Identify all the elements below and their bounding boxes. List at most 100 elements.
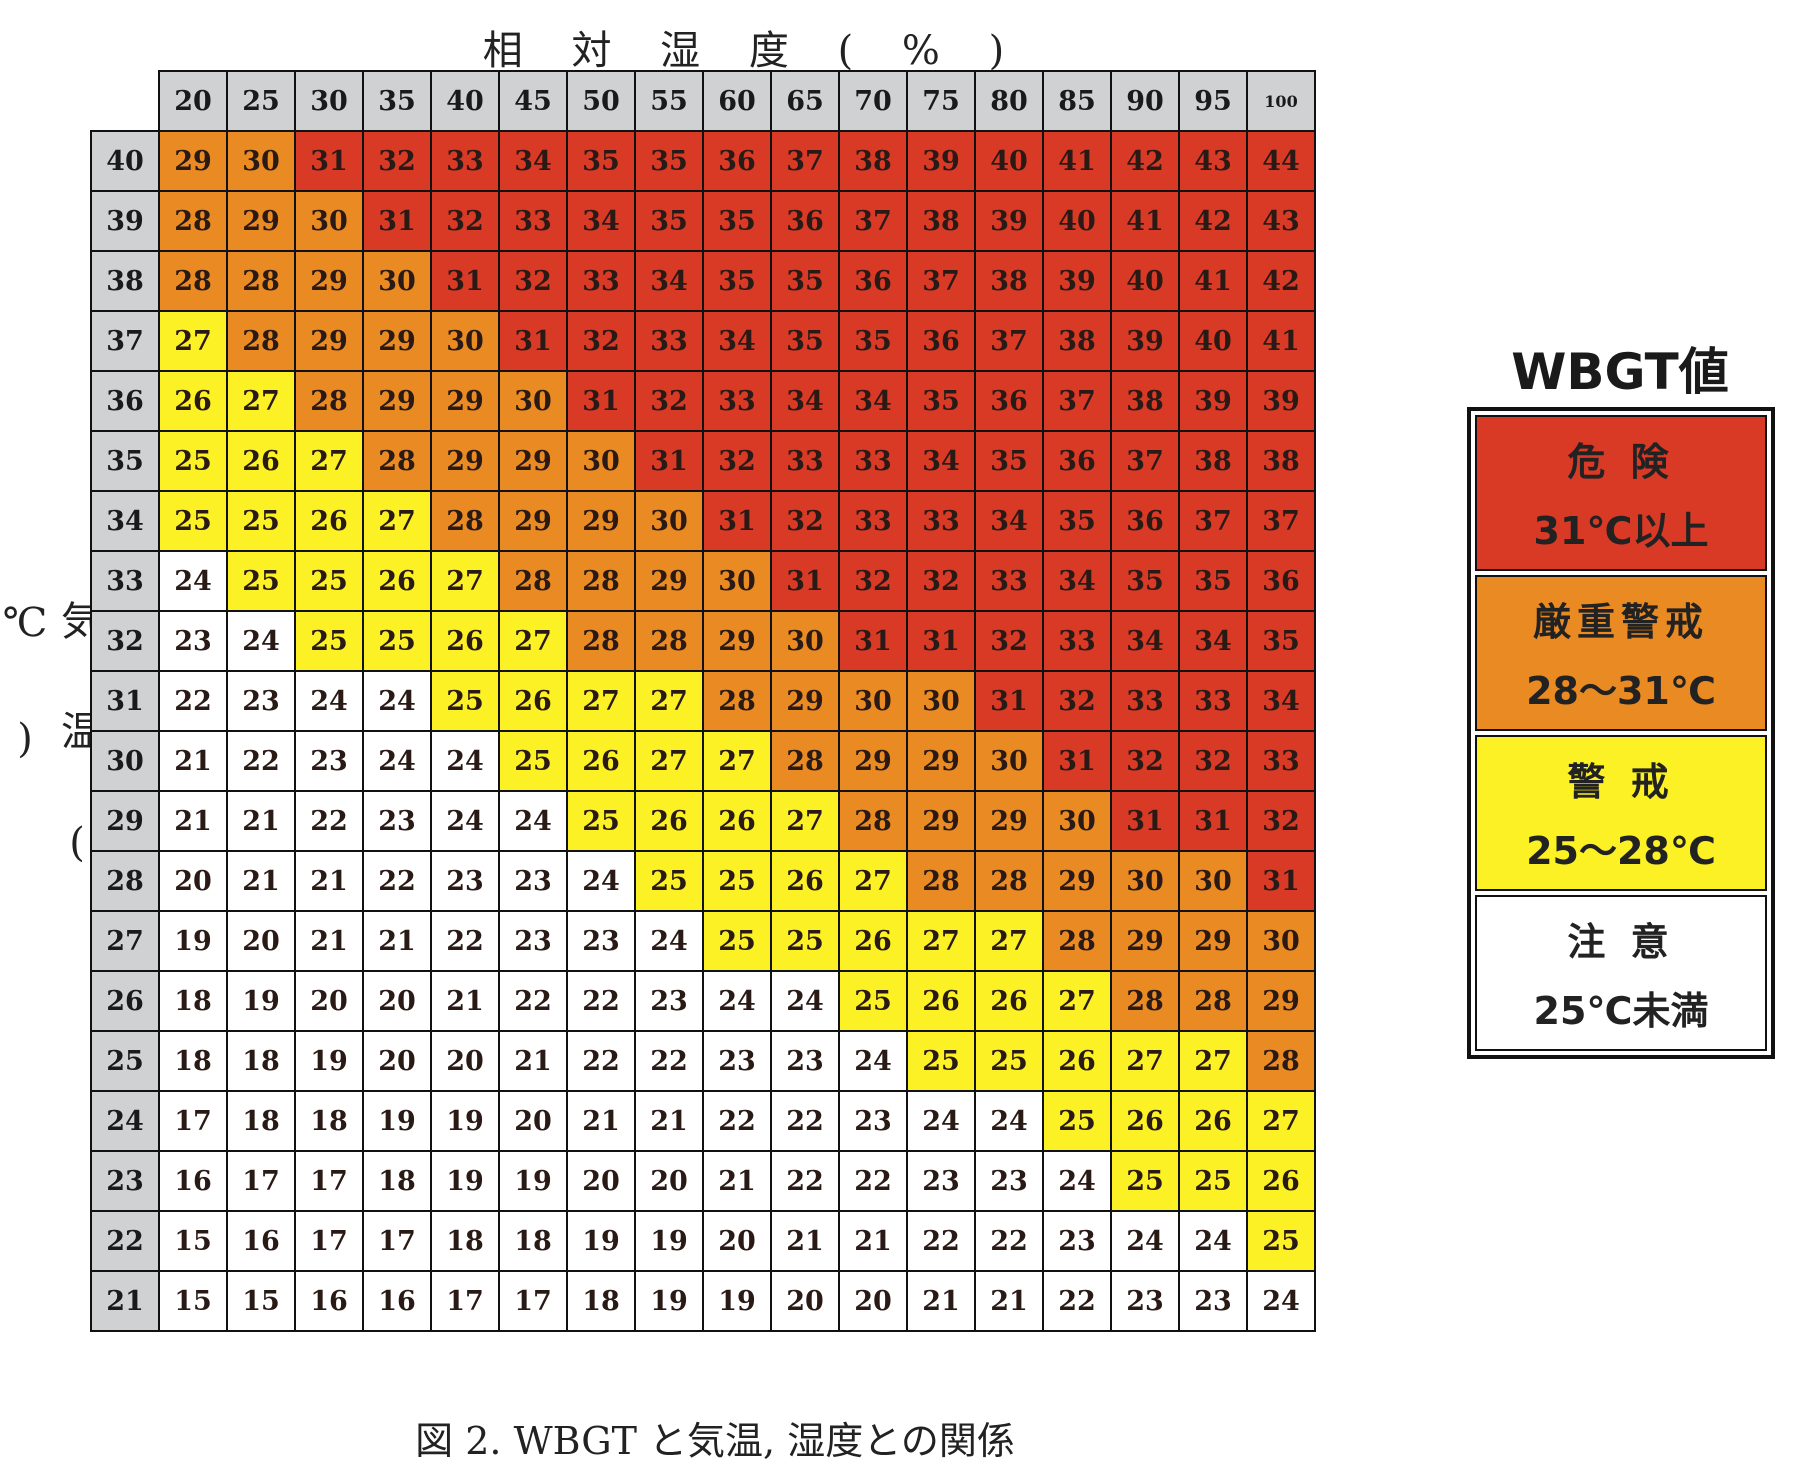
heatmap-cell: 29	[702, 610, 772, 672]
heatmap-cell: 23	[1110, 1270, 1180, 1332]
heatmap-cell: 21	[294, 910, 364, 972]
heatmap-cell: 28	[702, 670, 772, 732]
heatmap-cell: 38	[1246, 430, 1316, 492]
heatmap-cell: 25	[974, 1030, 1044, 1092]
heatmap-cell: 33	[770, 430, 840, 492]
heatmap-cell: 36	[1246, 550, 1316, 612]
heatmap-cell: 32	[634, 370, 704, 432]
heatmap-cell: 36	[1042, 430, 1112, 492]
heatmap-cell: 29	[1178, 910, 1248, 972]
heatmap-cell: 39	[1178, 370, 1248, 432]
heatmap-cell: 27	[566, 670, 636, 732]
heatmap-cell: 22	[498, 970, 568, 1032]
heatmap-cell: 27	[226, 370, 296, 432]
heatmap-cell: 21	[430, 970, 500, 1032]
heatmap-cell: 39	[1042, 250, 1112, 312]
heatmap-cell: 27	[702, 730, 772, 792]
heatmap-cell: 39	[1246, 370, 1316, 432]
heatmap-cell: 41	[1178, 250, 1248, 312]
heatmap-cell: 21	[974, 1270, 1044, 1332]
heatmap-cell: 28	[1110, 970, 1180, 1032]
legend-item-range: 25～28℃	[1526, 829, 1716, 873]
heatmap-cell: 21	[566, 1090, 636, 1152]
heatmap-cell: 24	[362, 670, 432, 732]
x-tick-label: 30	[294, 70, 364, 132]
heatmap-cell: 21	[362, 910, 432, 972]
heatmap-cell: 34	[838, 370, 908, 432]
heatmap-cell: 33	[1246, 730, 1316, 792]
heatmap-cell: 34	[702, 310, 772, 372]
heatmap-cell: 37	[1110, 430, 1180, 492]
y-tick-label: 38	[90, 250, 160, 312]
heatmap-cell: 25	[1042, 1090, 1112, 1152]
heatmap-cell: 23	[430, 850, 500, 912]
heatmap-cell: 38	[1110, 370, 1180, 432]
heatmap-cell: 34	[566, 190, 636, 252]
heatmap-cell: 37	[770, 130, 840, 192]
heatmap-cell: 26	[362, 550, 432, 612]
heatmap-cell: 22	[362, 850, 432, 912]
heatmap-cell: 31	[906, 610, 976, 672]
heatmap-cell: 27	[430, 550, 500, 612]
x-tick-label: 50	[566, 70, 636, 132]
heatmap-cell: 29	[1110, 910, 1180, 972]
heatmap-cell: 25	[1178, 1150, 1248, 1212]
heatmap-cell: 17	[158, 1090, 228, 1152]
heatmap-cell: 22	[430, 910, 500, 972]
legend-item-name: 注 意	[1567, 920, 1675, 964]
heatmap-cell: 35	[906, 370, 976, 432]
heatmap-cell: 34	[1042, 550, 1112, 612]
heatmap-cell: 37	[974, 310, 1044, 372]
table-row: 38 28 28 29 30 31 32 33 34 35 35 36 37 38 39 40 41 42	[90, 250, 1316, 312]
heatmap-cell: 25	[906, 1030, 976, 1092]
heatmap-cell: 34	[498, 130, 568, 192]
heatmap-cell: 23	[226, 670, 296, 732]
heatmap-cell: 35	[634, 130, 704, 192]
heatmap-cell: 19	[430, 1150, 500, 1212]
heatmap-cell: 25	[294, 550, 364, 612]
heatmap-cell: 16	[226, 1210, 296, 1272]
heatmap-cell: 22	[974, 1210, 1044, 1272]
heatmap-cell: 22	[634, 1030, 704, 1092]
heatmap-cell: 25	[702, 910, 772, 972]
heatmap-cell: 28	[838, 790, 908, 852]
heatmap-cell: 38	[1178, 430, 1248, 492]
heatmap-cell: 26	[566, 730, 636, 792]
heatmap-cell: 33	[430, 130, 500, 192]
table-row: 35 25 26 27 28 29 29 30 31 32 33 33 34 35 36 37 38 38	[90, 430, 1316, 492]
heatmap-cell: 25	[430, 670, 500, 732]
heatmap-cell: 27	[906, 910, 976, 972]
heatmap-cell: 23	[838, 1090, 908, 1152]
heatmap-cell: 30	[702, 550, 772, 612]
figure-caption: 図 2. WBGT と気温, 湿度との関係	[415, 1419, 1015, 1463]
heatmap-cell: 25	[498, 730, 568, 792]
heatmap-cell: 24	[1110, 1210, 1180, 1272]
heatmap-cell: 21	[158, 730, 228, 792]
heatmap-cell: 23	[498, 850, 568, 912]
heatmap-cell: 35	[1110, 550, 1180, 612]
y-tick-label: 31	[90, 670, 160, 732]
table-row: 39 28 29 30 31 32 33 34 35 35 36 37 38 39 40 41 42 43	[90, 190, 1316, 252]
heatmap-cell: 25	[362, 610, 432, 672]
table-row: 33 24 25 25 26 27 28 28 29 30 31 32 32 33 34 35 35 36	[90, 550, 1316, 612]
heatmap-cell: 19	[634, 1270, 704, 1332]
heatmap-cell: 20	[634, 1150, 704, 1212]
heatmap-cell: 29	[770, 670, 840, 732]
heatmap-cell: 40	[1178, 310, 1248, 372]
heatmap-cell: 25	[1110, 1150, 1180, 1212]
heatmap-cell: 24	[770, 970, 840, 1032]
heatmap-cell: 26	[906, 970, 976, 1032]
y-tick-label: 29	[90, 790, 160, 852]
heatmap-cell: 35	[1178, 550, 1248, 612]
heatmap-cell: 30	[1110, 850, 1180, 912]
heatmap-cell: 27	[838, 850, 908, 912]
heatmap-cell: 26	[430, 610, 500, 672]
x-tick-label: 80	[974, 70, 1044, 132]
heatmap-cell: 25	[1246, 1210, 1316, 1272]
heatmap-cell: 31	[362, 190, 432, 252]
heatmap-cell: 26	[226, 430, 296, 492]
heatmap-cell: 30	[498, 370, 568, 432]
heatmap-cell: 26	[770, 850, 840, 912]
heatmap-cell: 22	[838, 1150, 908, 1212]
table-row: 26 18 19 20 20 21 22 22 23 24 24 25 26 26 27 28 28 29	[90, 970, 1316, 1032]
